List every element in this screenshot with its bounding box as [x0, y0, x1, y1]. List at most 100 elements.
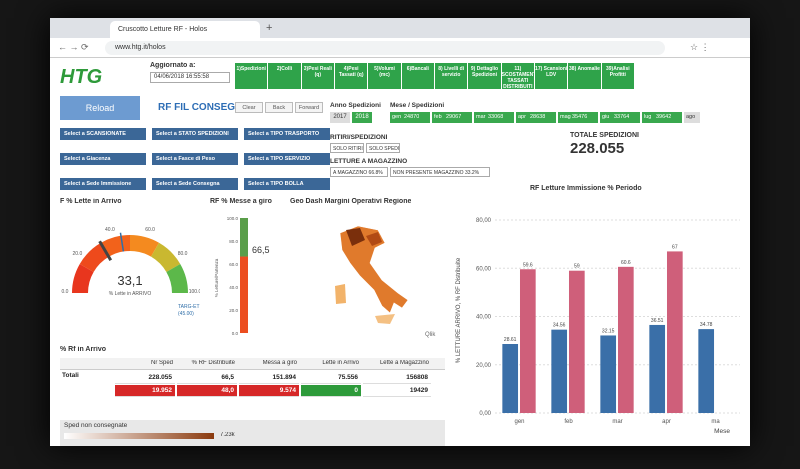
tab[interactable]: 2)Colli	[268, 63, 301, 89]
map-sicily	[375, 314, 395, 324]
table-cell: 66,5	[177, 372, 237, 384]
filter[interactable]: Select a SCANSIONATE	[60, 128, 146, 140]
url[interactable]: www.htg.it/holos	[105, 41, 665, 55]
table-cell: 156808	[363, 372, 431, 384]
tab[interactable]: 11) SCOSTAMENTI TASSATI DISTRIBUITI	[501, 63, 534, 89]
tab[interactable]: 8) Livelli di servizio	[435, 63, 468, 89]
letture-label: LETTURE A MAGAZZINO	[330, 158, 408, 165]
month-button[interactable]: mag	[558, 112, 598, 123]
tab[interactable]: 9) Dettaglio Spedizioni	[468, 63, 501, 89]
tab[interactable]: 39)Analisi Profitti	[601, 63, 634, 89]
gauge-needle	[98, 240, 113, 261]
table-cell: 19.952	[115, 385, 175, 397]
month-button[interactable]: lug	[642, 112, 682, 123]
gauge-tick-label: 80.0	[178, 251, 188, 257]
browser-menu[interactable]: ☆ ⋮	[690, 42, 710, 52]
y-tick-label: 80,00	[476, 218, 492, 224]
letture-button[interactable]: NON PRESENTE MAGAZZINO 33.2%	[390, 167, 490, 177]
reload-button[interactable]: Reload	[60, 96, 140, 120]
month-button[interactable]: mar	[474, 112, 514, 123]
tab[interactable]: 3)Pesi Reali (q)	[301, 63, 334, 89]
map: Qlik	[335, 225, 436, 338]
gauge-tick-label: 0.0	[62, 289, 69, 295]
month-count: 35476	[572, 114, 588, 120]
month-count: 39642	[656, 114, 672, 120]
rf-tick-label: 0.0	[232, 331, 239, 336]
x-tick-label: mar	[612, 419, 622, 425]
gauge-target	[119, 232, 125, 252]
month-count: 33068	[488, 114, 504, 120]
month-count: 29067	[446, 114, 462, 120]
updated-label: Aggiornato a:	[150, 62, 196, 69]
chart-title: RF Letture Immissione % Periodo	[530, 185, 642, 192]
month-button[interactable]: apr	[516, 112, 556, 123]
tab-strip: Cruscotto Letture RF - Holos +	[50, 18, 750, 38]
data-label: 67	[672, 244, 678, 250]
tab[interactable]: 6)Bancali	[401, 63, 434, 89]
filter[interactable]: Select a Fasce di Peso	[152, 153, 238, 165]
legend-area: Sped non consegnate 7.23k	[60, 420, 445, 446]
month-button[interactable]: gen	[390, 112, 430, 123]
data-label: 28.61	[504, 337, 517, 343]
map-title: Geo Dash Margini Operativi Regione	[290, 198, 412, 205]
anno-value[interactable]: 2018	[352, 112, 372, 123]
bar	[600, 335, 617, 413]
filter[interactable]: Select a Sede Immissione	[60, 178, 146, 190]
ritiri-label: RITIRI/SPEDIZIONI	[330, 134, 388, 141]
column-header: % RF Distribuite	[191, 360, 235, 366]
anno-value[interactable]: 2017	[330, 112, 350, 123]
month-count: 24870	[404, 114, 420, 120]
browser-tab[interactable]: Cruscotto Letture RF - Holos	[110, 21, 260, 38]
dashboard: HTG Reload Aggiornato a: 04/06/2018 16:5…	[50, 58, 750, 446]
filter[interactable]: Select a TIPO SERVIZIO	[244, 153, 330, 165]
browser-window: Cruscotto Letture RF - Holos + ← → ⟳ www…	[50, 18, 750, 446]
nav-button[interactable]: Forward	[295, 102, 323, 113]
data-label: 34.78	[700, 322, 713, 328]
filter[interactable]: Select a STATO SPEDIZIONI	[152, 128, 238, 140]
letture-button[interactable]: A MAGAZZINO 66.8%	[330, 167, 388, 177]
gauge-target-label: TARG-ET	[178, 304, 200, 310]
y-tick-label: 40,00	[476, 315, 492, 321]
legend-gradient	[64, 433, 214, 439]
table-header-row	[60, 358, 445, 370]
x-tick-label: apr	[662, 419, 671, 425]
new-tab[interactable]: +	[266, 22, 273, 34]
gauge: 0.0 20.0 40.0 60.0 80.0 100.0 33,1 % Lette in A…	[62, 227, 200, 317]
rf-tick-label: 80.0	[229, 239, 238, 244]
anno-label: Anno Spedizioni	[330, 102, 381, 109]
month-count: 28638	[530, 114, 546, 120]
month-button[interactable]: ago	[684, 112, 700, 123]
bar	[502, 343, 519, 413]
tab[interactable]: 1)Spedizioni	[235, 63, 268, 89]
bar	[617, 266, 634, 413]
month-button[interactable]: giu	[600, 112, 640, 123]
tab[interactable]: 5)Volumi (mc)	[368, 63, 401, 89]
filter[interactable]: Select a Giacenza	[60, 153, 146, 165]
table-cell: 0	[301, 385, 361, 397]
filter[interactable]: Select a TIPO BOLLA	[244, 178, 330, 190]
table-cell: 9.574	[239, 385, 299, 397]
nav-button[interactable]: Back	[265, 102, 293, 113]
rf-value: 66,5	[252, 245, 270, 255]
ritiri-button[interactable]: SOLO RITIRI	[330, 143, 364, 153]
column-header: Lette in Arrivo	[322, 360, 359, 366]
filter[interactable]: Select a TIPO TRASPORTO	[244, 128, 330, 140]
data-label: 34.56	[553, 323, 566, 329]
nav-arrows[interactable]: ← → ⟳	[58, 42, 89, 52]
tab[interactable]: 17) Scansioni LDV	[535, 63, 568, 89]
gauge-band	[79, 242, 109, 272]
month-button[interactable]: feb	[432, 112, 472, 123]
y-tick-label: 60,00	[476, 266, 492, 272]
table-cell: 151.894	[239, 372, 299, 384]
nav-button[interactable]: Clear	[235, 102, 263, 113]
gauge-tick-label: 60.0	[145, 227, 155, 233]
tab[interactable]: 4)Pesi Tassati (q)	[335, 63, 368, 89]
ritiri-button[interactable]: SOLO SPEDIZIONI	[366, 143, 400, 153]
x-tick-label: gen	[514, 419, 524, 425]
updated-value: 04/06/2018 16:55:58	[150, 72, 230, 83]
map-mainland	[339, 225, 409, 314]
table-cell: 48,0	[177, 385, 237, 397]
filter[interactable]: Select a Sede Consegna	[152, 178, 238, 190]
data-label: 60.6	[621, 260, 631, 266]
tab[interactable]: 38) Anomalie	[568, 63, 601, 89]
